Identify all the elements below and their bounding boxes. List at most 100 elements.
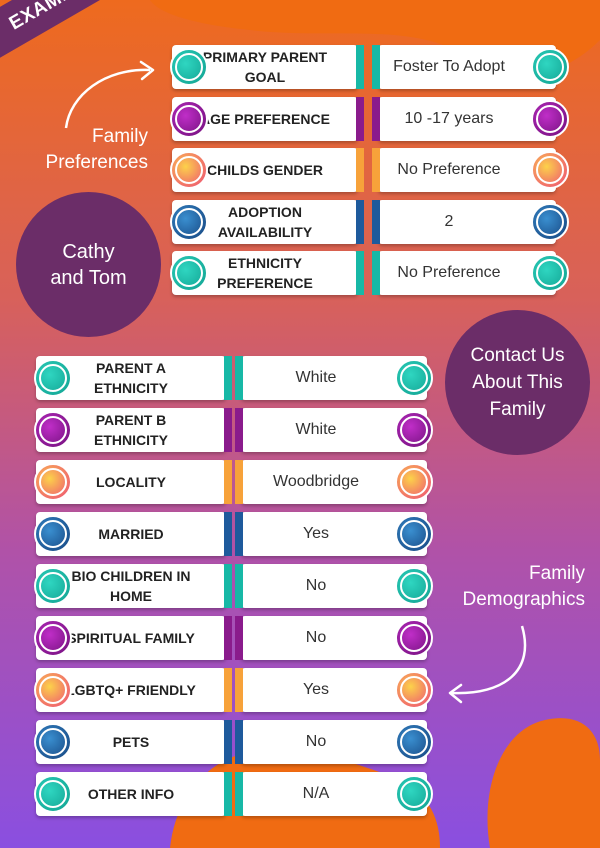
preferences-heading: Family Preferences bbox=[45, 126, 148, 173]
field-value: No bbox=[305, 733, 327, 750]
accent-tab bbox=[372, 148, 380, 192]
orange-badge-icon bbox=[34, 671, 72, 709]
field-label: AGE PREFERENCE bbox=[200, 110, 330, 127]
accent-tab bbox=[372, 96, 380, 141]
blue-badge-icon bbox=[34, 723, 72, 761]
field-value: Woodbridge bbox=[273, 473, 359, 490]
field-label: BIO CHILDREN IN HOME bbox=[71, 568, 191, 604]
field-label: PRIMARY PARENT GOAL bbox=[202, 49, 328, 85]
teal-badge-icon bbox=[34, 359, 72, 397]
profile-row-married: MARRIED Yes bbox=[0, 512, 600, 556]
blue-badge-icon bbox=[395, 723, 433, 761]
profile-row-parent-b-ethnicity: PARENT B ETHNICITY White bbox=[0, 408, 600, 452]
accent-tab bbox=[224, 408, 232, 452]
accent-tab bbox=[356, 251, 364, 295]
field-value-box: 10 -17 years bbox=[378, 96, 556, 141]
family-name-circle: Cathy and Tom bbox=[16, 192, 161, 337]
field-value: No bbox=[305, 629, 327, 646]
accent-tab bbox=[235, 564, 243, 608]
teal-badge-icon bbox=[531, 254, 569, 292]
purple-badge-icon bbox=[34, 619, 72, 657]
profile-row-spiritual-family: SPIRITUAL FAMILY No bbox=[0, 616, 600, 660]
field-value-box: Foster To Adopt bbox=[378, 45, 556, 89]
field-value: White bbox=[295, 421, 337, 438]
accent-tab bbox=[235, 460, 243, 504]
field-value: 2 bbox=[444, 212, 454, 230]
profile-row-other-info: OTHER INFO N/A bbox=[0, 772, 600, 816]
decorative-blob-bottom-right bbox=[487, 718, 600, 848]
profile-row-bio-children-in-home: BIO CHILDREN IN HOME No bbox=[0, 564, 600, 608]
arrow-preferences bbox=[64, 68, 151, 129]
field-value-box: 2 bbox=[378, 199, 556, 244]
orange-badge-icon bbox=[531, 151, 569, 189]
field-value: No bbox=[305, 577, 327, 594]
profile-row-lgbtq-friendly: LGBTQ+ FRIENDLY Yes bbox=[0, 668, 600, 712]
field-value: Yes bbox=[302, 525, 330, 542]
accent-tab bbox=[356, 45, 364, 89]
accent-tab bbox=[224, 668, 232, 712]
profile-row-age-preference: AGE PREFERENCE 10 -17 years bbox=[0, 96, 600, 141]
blue-badge-icon bbox=[395, 515, 433, 553]
teal-badge-icon bbox=[34, 775, 72, 813]
blue-badge-icon bbox=[531, 202, 569, 241]
accent-tab bbox=[235, 356, 243, 400]
field-label: PETS bbox=[112, 734, 150, 750]
accent-tab bbox=[235, 720, 243, 764]
orange-badge-icon bbox=[170, 151, 208, 189]
accent-tab bbox=[224, 356, 232, 400]
accent-tab bbox=[235, 408, 243, 452]
teal-badge-icon bbox=[170, 254, 208, 292]
purple-badge-icon bbox=[34, 411, 72, 449]
field-label: SPIRITUAL FAMILY bbox=[67, 630, 195, 646]
accent-tab bbox=[372, 45, 380, 89]
accent-tab bbox=[235, 616, 243, 660]
accent-tab bbox=[372, 199, 380, 244]
arrow-demographics bbox=[451, 625, 527, 695]
accent-tab bbox=[235, 668, 243, 712]
teal-badge-icon bbox=[34, 567, 72, 605]
orange-badge-icon bbox=[395, 463, 433, 501]
purple-badge-icon bbox=[395, 411, 433, 449]
accent-tab bbox=[235, 512, 243, 556]
family-name: Cathy and Tom bbox=[50, 240, 127, 289]
accent-tab bbox=[224, 512, 232, 556]
accent-tab bbox=[356, 96, 364, 141]
profile-row-primary-parent-goal: PRIMARY PARENT GOAL Foster To Adopt bbox=[0, 45, 600, 89]
field-label: ETHNICITY PREFERENCE bbox=[217, 255, 313, 291]
profile-row-pets: PETS No bbox=[0, 720, 600, 764]
field-label-box: CHILDS GENDER bbox=[172, 148, 358, 192]
orange-badge-icon bbox=[395, 671, 433, 709]
accent-tab bbox=[224, 772, 232, 816]
field-value: N/A bbox=[302, 785, 330, 802]
teal-badge-icon bbox=[395, 775, 433, 813]
accent-tab bbox=[356, 148, 364, 192]
accent-tab bbox=[372, 251, 380, 295]
profile-row-childs-gender: CHILDS GENDER No Preference bbox=[0, 148, 600, 192]
profile-row-locality: LOCALITY Woodbridge bbox=[0, 460, 600, 504]
field-label: MARRIED bbox=[98, 526, 164, 542]
contact-us-text: Contact Us About This Family bbox=[470, 345, 565, 420]
field-value: White bbox=[295, 369, 337, 386]
profile-row-ethnicity-preference: ETHNICITY PREFERENCE No Preference bbox=[0, 251, 600, 295]
field-label: ADOPTION AVAILABILITY bbox=[217, 203, 313, 240]
accent-tab bbox=[224, 564, 232, 608]
contact-us-button[interactable]: Contact Us About This Family bbox=[445, 310, 590, 455]
field-label: PARENT A ETHNICITY bbox=[94, 360, 168, 396]
field-value: No Preference bbox=[397, 161, 501, 178]
field-value-box: No Preference bbox=[378, 148, 556, 192]
teal-badge-icon bbox=[395, 359, 433, 397]
field-value: No Preference bbox=[397, 264, 501, 281]
blue-badge-icon bbox=[170, 202, 208, 241]
accent-tab bbox=[224, 616, 232, 660]
accent-tab bbox=[224, 460, 232, 504]
orange-badge-icon bbox=[34, 463, 72, 501]
teal-badge-icon bbox=[395, 567, 433, 605]
field-label: CHILDS GENDER bbox=[207, 162, 323, 178]
accent-tab bbox=[356, 199, 364, 244]
purple-badge-icon bbox=[395, 619, 433, 657]
purple-badge-icon bbox=[531, 99, 569, 138]
field-label: PARENT B ETHNICITY bbox=[94, 412, 168, 448]
field-label-box: SPIRITUAL FAMILY bbox=[36, 616, 226, 660]
demographics-heading: Family Demographics bbox=[462, 563, 586, 610]
field-label: LOCALITY bbox=[96, 474, 166, 490]
